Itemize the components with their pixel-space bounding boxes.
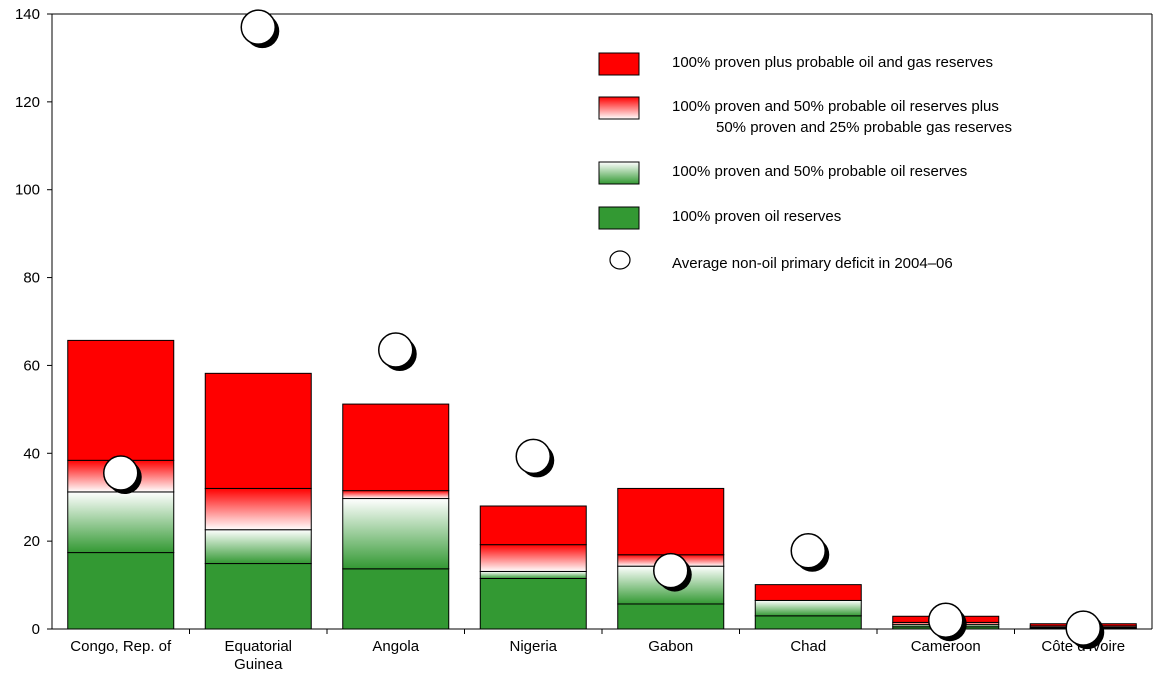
bar-segment-gradient-green: [204, 529, 312, 565]
bar-segment-solid-green: [479, 577, 587, 630]
bars: [67, 339, 1137, 630]
bar-segment-solid-green: [342, 568, 450, 630]
deficit-markers: [103, 9, 1105, 650]
x-category-label-line: Nigeria: [509, 638, 557, 655]
deficit-marker: [240, 9, 276, 45]
y-tick-label: 80: [23, 270, 40, 287]
bar-segment-solid-green: [67, 552, 175, 630]
x-category-label-line: Cameroon: [911, 638, 981, 655]
deficit-marker: [103, 455, 139, 491]
x-category-label: Cameroon: [911, 638, 981, 655]
x-category-label: Nigeria: [509, 638, 557, 655]
bar-segment-solid-red: [67, 339, 175, 461]
deficit-marker: [790, 533, 826, 569]
deficit-marker: [1065, 610, 1101, 646]
y-tick-label: 40: [23, 445, 40, 462]
x-category-label-line: Guinea: [234, 656, 283, 673]
y-tick-label: 60: [23, 357, 40, 374]
x-category-label-line: Equatorial: [224, 638, 292, 655]
x-category-label: Congo, Rep. of: [70, 638, 172, 655]
bar-segment-solid-green: [617, 603, 725, 630]
legend-marker-icon: [609, 250, 631, 270]
bar-segment-gradient-red: [204, 487, 312, 531]
legend-label-line: 100% proven plus probable oil and gas re…: [672, 54, 993, 71]
legend-label: 100% proven oil reserves: [672, 208, 841, 225]
bar-segment-gradient-green: [479, 570, 587, 579]
deficit-marker: [928, 602, 964, 638]
x-category-label: Gabon: [648, 638, 693, 655]
bar-segment-gradient-red: [479, 544, 587, 572]
legend-swatch-solid-green: [598, 206, 640, 230]
legend-label: 100% proven and 50% probable oil reserve…: [672, 98, 1012, 136]
deficit-marker: [653, 552, 689, 589]
bar-segment-solid-red: [479, 505, 587, 546]
x-category-label-line: Gabon: [648, 638, 693, 655]
legend-label-line: 50% proven and 25% probable gas reserves: [716, 119, 1012, 136]
legend-label-markers: Average non-oil primary deficit in 2004–…: [672, 255, 953, 272]
legend-label-line: 100% proven and 50% probable oil reserve…: [672, 163, 967, 180]
bar-segment-solid-green: [754, 615, 862, 630]
bar-segment-gradient-red: [342, 490, 450, 500]
legend: 100% proven plus probable oil and gas re…: [598, 52, 1012, 272]
legend-swatch-gradient-green: [598, 161, 640, 185]
bar-segment-solid-red: [617, 487, 725, 556]
y-tick-label: 20: [23, 533, 40, 550]
bar-segment-solid-red: [342, 403, 450, 492]
deficit-marker: [515, 438, 551, 475]
x-category-label-line: Angola: [372, 638, 419, 655]
legend-label-line: 100% proven oil reserves: [672, 208, 841, 225]
bar-segment-solid-red: [754, 584, 862, 601]
legend-swatch-solid-red: [598, 52, 640, 76]
bar-segment-gradient-green: [342, 498, 450, 570]
bar-segment-solid-green: [204, 563, 312, 630]
deficit-marker: [378, 332, 414, 368]
x-category-label: Equatorial Guinea: [224, 638, 292, 673]
y-tick-label: 140: [15, 6, 40, 23]
bar-segment-gradient-green: [754, 599, 862, 617]
bar-segment-solid-red: [204, 372, 312, 489]
legend-label-line: 100% proven and 50% probable oil reserve…: [672, 98, 999, 115]
x-category-label: Angola: [372, 638, 419, 655]
bar-segment-gradient-green: [67, 491, 175, 554]
y-tick-label: 100: [15, 182, 40, 199]
y-tick-label: 0: [32, 621, 40, 638]
axes: 0 20 40 60 80 100 120 140 Congo, Rep. of Equatori…: [15, 6, 1153, 673]
legend-swatch-gradient-red: [598, 96, 640, 120]
x-category-label: Chad: [790, 638, 826, 655]
x-category-label-line: Chad: [790, 638, 826, 655]
x-category-label-line: Congo, Rep. of: [70, 638, 172, 655]
legend-label: 100% proven and 50% probable oil reserve…: [672, 163, 967, 180]
y-tick-label: 120: [15, 94, 40, 111]
legend-label: 100% proven plus probable oil and gas re…: [672, 54, 993, 71]
